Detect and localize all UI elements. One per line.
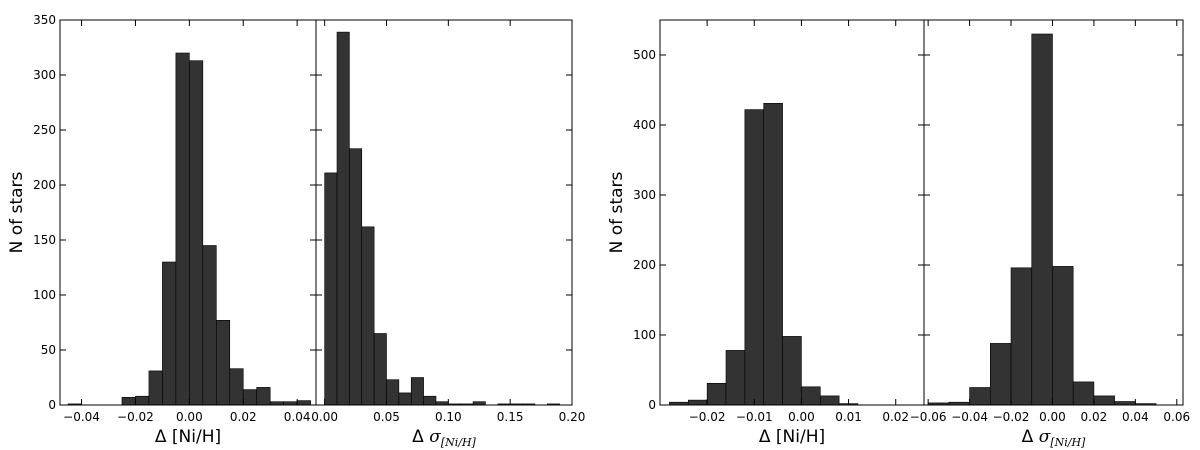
x-tick-label: 0.15: [497, 410, 524, 424]
y-axis-label: N of stars: [7, 172, 27, 254]
x-tick-label: −0.02: [117, 410, 154, 424]
x-tick-label: 0.00: [176, 410, 203, 424]
x-tick-label: 0.04: [1122, 410, 1149, 424]
x-tick-label: 0.01: [835, 410, 862, 424]
x-axis-label: Δ [Ni/H]: [759, 427, 825, 447]
histogram-bar: [801, 386, 821, 406]
x-tick-label: 0.02: [1081, 410, 1108, 424]
histogram-bar: [1052, 266, 1074, 406]
x-tick-label: 0.06: [1163, 410, 1190, 424]
histogram-bar: [819, 395, 840, 406]
histogram-bar: [1093, 395, 1115, 406]
x-tick-label: −0.01: [736, 410, 773, 424]
histogram-bar: [969, 387, 991, 406]
x-tick-label: 0.10: [435, 410, 462, 424]
x-tick-label: −0.02: [993, 410, 1030, 424]
chart-1: N of stars −0.04 −0.02 0.00 0.02 0.04 Δ [Ni/H]…: [7, 13, 585, 449]
x-axis-label: Δ [Ni/H]: [155, 427, 221, 447]
x-tick-label: −0.06: [910, 410, 947, 424]
histogram-bar: [725, 350, 746, 406]
chart-2: N of stars −0.02 −0.01 0.00 0.01 0.02 Δ [Ni/H]…: [607, 19, 1190, 449]
x-axis-label-main: [Ni/H]: [172, 427, 221, 447]
histogram-bar: [256, 387, 271, 406]
histogram-bar: [1010, 267, 1033, 406]
x-tick-label: 0.20: [559, 410, 586, 424]
y-tick-label: 500: [633, 48, 656, 62]
histogram-bar: [687, 399, 708, 406]
y-tick-label: 200: [633, 258, 656, 272]
x-tick-label: 0.00: [1039, 410, 1066, 424]
y-tick-label: 300: [33, 68, 56, 82]
histogram-bar: [744, 109, 765, 406]
histogram-bar: [1072, 381, 1095, 406]
y-tick-label: 0: [48, 398, 56, 412]
histogram-bar: [242, 389, 258, 406]
histogram-bar: [1114, 401, 1136, 406]
panel-frame: [923, 19, 1184, 406]
histogram-bar: [162, 261, 177, 406]
y-axis-label: N of stars: [607, 172, 627, 254]
panel-frame: [315, 19, 573, 406]
histogram-bar: [398, 392, 412, 406]
x-axis-label-prefix: Δ: [412, 427, 429, 447]
histogram-bar: [706, 382, 727, 406]
histogram-bar: [135, 395, 150, 406]
histogram-bar: [386, 379, 400, 406]
histogram-bar: [175, 52, 190, 406]
y-tick-label: 0: [648, 398, 656, 412]
x-tick-label: −0.04: [951, 410, 988, 424]
histogram-bar: [361, 226, 375, 406]
histogram-bar: [423, 395, 437, 406]
histogram-bar: [121, 396, 136, 406]
y-tick-label: 250: [33, 123, 56, 137]
y-tick-label: 300: [633, 188, 656, 202]
histogram-bar: [990, 343, 1012, 406]
y-tick-label: 200: [33, 178, 56, 192]
x-axis-label-prefix: Δ: [759, 427, 776, 447]
x-axis-label-symbol: σ: [1039, 427, 1051, 447]
x-tick-label: −0.04: [63, 410, 100, 424]
y-tick-label: 150: [33, 233, 56, 247]
y-tick-label: 100: [633, 328, 656, 342]
x-tick-label: 0.00: [788, 410, 815, 424]
histogram-bar: [148, 370, 163, 406]
x-axis-label-prefix: Δ: [155, 427, 172, 447]
x-axis-label-symbol: σ: [429, 427, 441, 447]
histogram-bar: [349, 148, 363, 406]
y-tick-label: 350: [33, 13, 56, 27]
panel-1: −0.02 −0.01 0.00 0.01 0.02 Δ [Ni/H]: [659, 19, 925, 447]
panel-2: −0.06 −0.04 −0.02 0.00 0.02 0.04 0.06 Δ σ[Ni/H]: [910, 19, 1190, 449]
y-tick-label: 50: [41, 343, 56, 357]
histogram-bar: [763, 103, 783, 406]
x-axis-label: Δ σ[Ni/H]: [412, 427, 476, 449]
x-axis-label-prefix: Δ: [1022, 427, 1039, 447]
histogram-bar: [215, 319, 231, 406]
histogram-bar: [1031, 33, 1053, 406]
y-tick-label: 400: [633, 118, 656, 132]
x-axis-label: Δ σ[Ni/H]: [1022, 427, 1086, 449]
histogram-bar: [189, 60, 204, 406]
x-axis-label-subscript: [Ni/H]: [1050, 436, 1086, 449]
x-tick-label: 0.04: [284, 410, 311, 424]
histogram-bar: [336, 31, 350, 406]
histogram-bar: [229, 368, 244, 406]
x-axis-label-main: [Ni/H]: [776, 427, 825, 447]
x-tick-label: −0.02: [689, 410, 726, 424]
x-tick-label: 0.02: [882, 410, 909, 424]
x-axis-label-subscript: [Ni/H]: [441, 436, 477, 449]
histogram-bar: [296, 400, 311, 406]
x-tick-label: 0.00: [311, 410, 338, 424]
panel-2: 0.00 0.05 0.10 0.15 0.20 Δ σ[Ni/H]: [311, 19, 586, 449]
histogram-bar: [373, 333, 387, 406]
panel-1: −0.04 −0.02 0.00 0.02 0.04 Δ [Ni/H]: [59, 19, 317, 447]
x-tick-label: 0.05: [373, 410, 400, 424]
y-tick-label: 100: [33, 288, 56, 302]
histogram-bar: [410, 377, 424, 406]
x-tick-label: 0.02: [230, 410, 257, 424]
histogram-bar: [202, 245, 217, 406]
histogram-bar: [782, 336, 802, 406]
histogram-bar: [324, 172, 338, 406]
